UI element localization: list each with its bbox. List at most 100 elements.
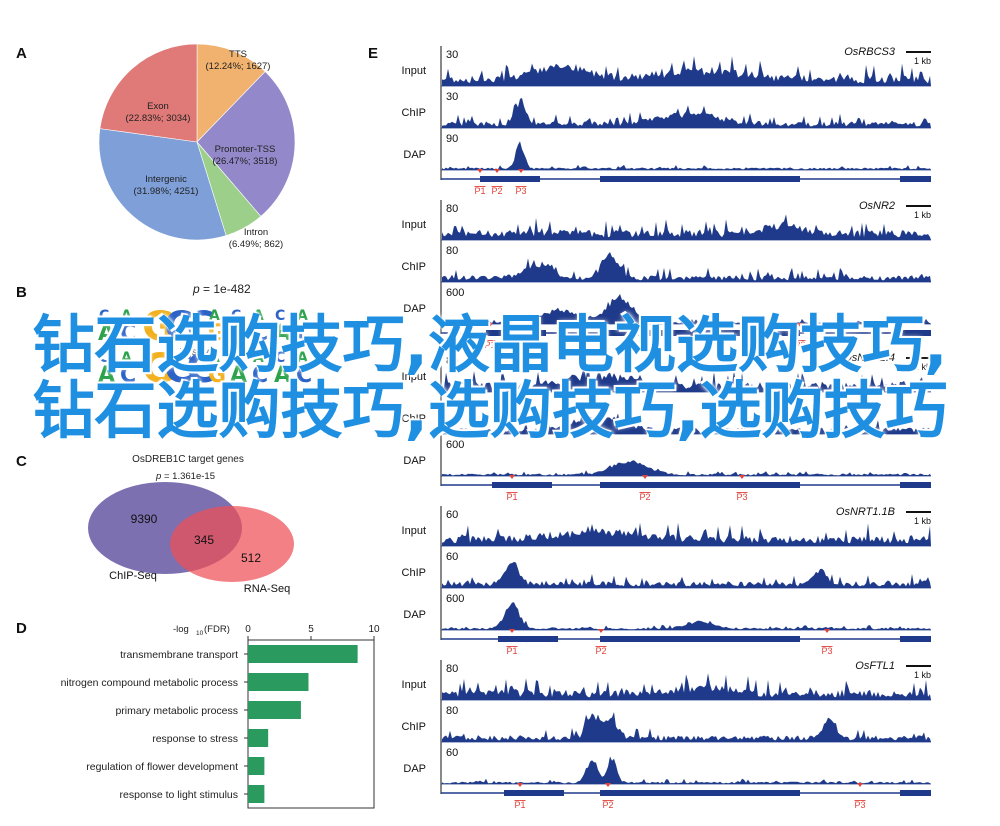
gene-block: OsFTL1 1 kb Input 80 ChIP 80 DAP 60 P1 P2 P3 bbox=[402, 660, 931, 810]
signal-track bbox=[442, 362, 931, 392]
scale-bar-label: 1 kb bbox=[914, 516, 931, 526]
track-max: 600 bbox=[446, 593, 464, 605]
peak-marker bbox=[797, 323, 803, 327]
motif-letter: G bbox=[208, 363, 226, 388]
motif-letter: A bbox=[121, 308, 132, 324]
track-label: ChIP bbox=[402, 721, 426, 733]
track-max: 60 bbox=[446, 509, 458, 521]
gene-exon bbox=[486, 330, 546, 336]
track-label: ChIP bbox=[402, 107, 426, 119]
motif-letter: C bbox=[99, 350, 109, 366]
track-label: ChIP bbox=[402, 261, 426, 273]
peak-marker bbox=[487, 323, 493, 327]
go-axis-title-sub: 10 bbox=[196, 630, 204, 637]
peak-label: P3 bbox=[515, 186, 526, 196]
venn-title: OsDREB1C target genes bbox=[132, 454, 244, 465]
motif-reverse-label: Reverse bbox=[178, 387, 216, 398]
pie-chart bbox=[98, 43, 296, 241]
venn-right-count: 512 bbox=[241, 551, 261, 565]
peak-marker bbox=[824, 629, 830, 633]
track-max: 80 bbox=[446, 705, 458, 717]
go-category-label: transmembrane transport bbox=[120, 649, 238, 661]
signal-track bbox=[442, 712, 931, 742]
go-plot-frame bbox=[247, 639, 375, 809]
peak-marker bbox=[518, 169, 524, 173]
peak-label: P3 bbox=[794, 340, 805, 350]
signal-track bbox=[442, 413, 931, 434]
motif-letter: A bbox=[253, 308, 264, 324]
gene-name: OsNRT1.1B bbox=[836, 506, 895, 518]
venn-rna-seq-label: RNA-Seq bbox=[244, 583, 290, 595]
panel-label-c: C bbox=[16, 453, 27, 470]
track-max: 30 bbox=[446, 49, 458, 61]
track-max: 80 bbox=[446, 355, 458, 367]
motif-letter: C bbox=[275, 350, 285, 366]
track-label: DAP bbox=[403, 763, 426, 775]
track-label: DAP bbox=[403, 149, 426, 161]
motif-letter: C bbox=[186, 304, 215, 350]
signal-track bbox=[442, 460, 931, 476]
pie-label-promoter: Promoter-TSS bbox=[215, 144, 276, 155]
track-max: 600 bbox=[446, 439, 464, 451]
go-category-label: response to stress bbox=[152, 733, 238, 745]
peak-marker bbox=[598, 629, 604, 633]
pie-slice-tts bbox=[196, 43, 266, 143]
motif-letter: G bbox=[142, 346, 175, 392]
peak-marker bbox=[605, 783, 611, 787]
track-max: 60 bbox=[446, 747, 458, 759]
track-max: 60 bbox=[446, 551, 458, 563]
peak-marker bbox=[494, 169, 500, 173]
gene-name: OsFTL1 bbox=[855, 660, 895, 672]
peak-label: P2 bbox=[602, 800, 613, 810]
gene-block: OsRBCS3 1 kb Input 30 ChIP 30 DAP 90 P1 P2 P3 bbox=[402, 46, 931, 196]
pie-label-exon: Exon bbox=[147, 101, 169, 112]
track-max: 30 bbox=[446, 91, 458, 103]
gene-exon bbox=[480, 176, 540, 182]
venn-pvalue-prefix: p bbox=[155, 471, 161, 482]
go-bar bbox=[248, 785, 265, 803]
go-category-label: nitrogen compound metabolic process bbox=[61, 677, 238, 689]
motif-letter: C bbox=[120, 363, 136, 388]
pie-slice-exon bbox=[99, 43, 198, 143]
signal-track bbox=[442, 294, 931, 324]
motif-letter: A bbox=[98, 321, 115, 346]
signal-track bbox=[442, 673, 931, 700]
gene-exon bbox=[600, 330, 800, 336]
track-max: 80 bbox=[446, 203, 458, 215]
motif-letter: C bbox=[275, 308, 285, 324]
motif-letter: A bbox=[98, 363, 115, 388]
peak-marker bbox=[642, 475, 648, 479]
motif-letter: A bbox=[253, 350, 264, 366]
motif-letter: A bbox=[297, 308, 308, 324]
track-max: 80 bbox=[446, 397, 458, 409]
gene-name: OsRBCS3 bbox=[844, 46, 896, 58]
go-axis-tick-label: 0 bbox=[245, 624, 251, 635]
panel-label-b: B bbox=[16, 284, 27, 301]
gene-name: OsNR2 bbox=[859, 200, 895, 212]
gene-block: OsNRT2.4 1 kb Input 80 ChIP 80 DAP 600 P1 P2 P3 bbox=[402, 352, 931, 502]
gene-exon bbox=[900, 176, 931, 182]
pie-stat-exon: (22.83%; 3034) bbox=[126, 113, 191, 124]
motif-letter: A bbox=[121, 350, 132, 366]
track-label: DAP bbox=[403, 455, 426, 467]
motif-letter: C bbox=[231, 350, 241, 366]
venn-rna-seq-circle bbox=[170, 506, 294, 582]
motif-letter: A bbox=[274, 363, 291, 388]
motif-letter: A bbox=[274, 321, 291, 346]
motif-letter: A bbox=[230, 363, 247, 388]
peak-marker bbox=[739, 475, 745, 479]
pie-slice-intergenic bbox=[98, 128, 227, 241]
pie-label-intergenic: Intergenic bbox=[145, 174, 187, 185]
motif-letter: C bbox=[164, 346, 193, 392]
gene-exon bbox=[492, 482, 552, 488]
peak-label: P2 bbox=[639, 492, 650, 502]
peak-label: P1 bbox=[514, 800, 525, 810]
go-bar-chart: 0 5 10 transmembrane transport nitrogen comp… bbox=[61, 624, 380, 809]
gene-exon bbox=[600, 482, 800, 488]
gene-exon bbox=[600, 790, 800, 796]
signal-track bbox=[442, 756, 931, 784]
motif-letter: C bbox=[120, 321, 136, 346]
motif-letter: A bbox=[230, 321, 247, 346]
